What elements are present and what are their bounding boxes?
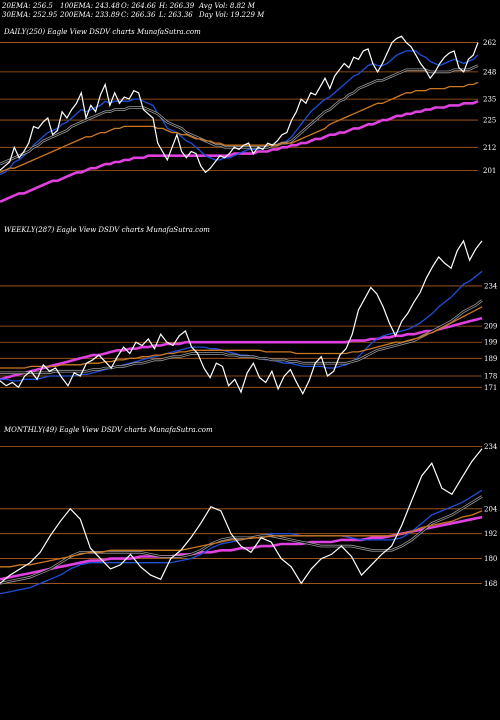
y-tick-label: 189 — [484, 355, 497, 363]
avg-vol-label: Avg Vol: 8.82 M — [199, 2, 255, 10]
close-label: C: 266.36 — [121, 11, 156, 19]
price-line — [0, 35, 479, 174]
ema200-line — [0, 100, 479, 203]
ema-line — [0, 306, 483, 369]
ema-line — [0, 270, 483, 382]
y-tick-label: 171 — [484, 384, 497, 392]
y-tick-label: 234 — [484, 282, 498, 290]
ema-band-core — [0, 65, 479, 165]
ema200-label: 200EMA: 233.89 — [60, 11, 120, 19]
y-tick-label: 199 — [484, 339, 497, 347]
y-tick-label: 235 — [483, 96, 496, 104]
y-tick-label: 212 — [483, 144, 496, 152]
day-vol-label: Day Vol: 19.229 M — [199, 11, 265, 19]
price-line — [0, 448, 483, 585]
ema200-line — [0, 515, 483, 581]
price-line — [0, 239, 483, 396]
y-tick-label: 192 — [484, 530, 497, 538]
panel-title: WEEKLY(287) Eagle View DSDV charts Munaf… — [4, 226, 210, 234]
ema-line — [0, 81, 479, 173]
y-tick-label: 262 — [483, 39, 496, 47]
low-label: L: 263.36 — [159, 11, 193, 19]
ema-line — [0, 50, 479, 176]
ema30-label: 30EMA: 252.95 — [2, 11, 58, 19]
ema-band-line — [0, 299, 483, 375]
high-label: H: 266.39 — [159, 2, 195, 10]
ema-band-core — [0, 495, 483, 584]
y-tick-label: 178 — [484, 373, 497, 381]
y-tick-label: 180 — [484, 555, 497, 563]
ema20-label: 20EMA: 256.5 — [2, 2, 53, 10]
open-label: O: 264.66 — [121, 2, 156, 10]
y-tick-label: 201 — [483, 167, 496, 175]
ema100-label: 100EMA: 243.48 — [60, 2, 120, 10]
y-tick-label: 168 — [484, 580, 497, 588]
y-tick-label: 248 — [483, 68, 496, 76]
ema200-line — [0, 316, 483, 381]
y-tick-label: 225 — [483, 117, 496, 125]
ema-line — [0, 510, 483, 568]
ema-band-core — [0, 300, 483, 374]
panel-title: MONTHLY(49) Eagle View DSDV charts Munaf… — [3, 426, 213, 434]
y-tick-label: 234 — [484, 443, 498, 451]
panel-title: DAILY(250) Eagle View DSDV charts Munafa… — [3, 28, 201, 36]
y-tick-label: 204 — [484, 505, 498, 513]
y-tick-label: 209 — [484, 323, 497, 331]
